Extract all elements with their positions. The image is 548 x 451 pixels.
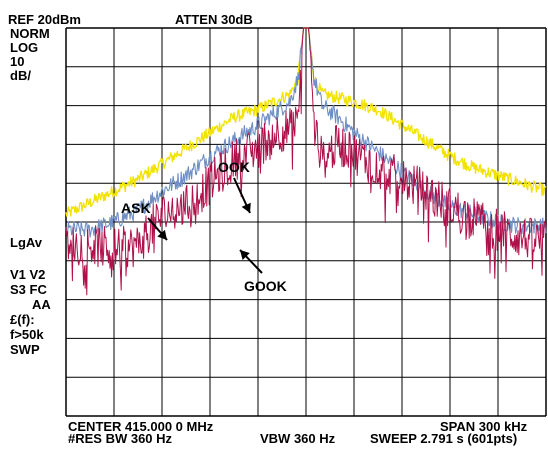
ask-annotation: ASK	[121, 200, 151, 216]
annotation-arrows	[147, 177, 263, 274]
ff-label: £(f):	[10, 312, 35, 327]
ook-annotation: OOK	[218, 159, 250, 175]
log-label: LOG	[10, 40, 39, 55]
span-label: SPAN 300 kHz	[440, 419, 528, 434]
ook-arrow-head	[241, 202, 251, 213]
gook-arrow-head	[240, 250, 250, 260]
s3fc-label: S3 FC	[10, 282, 47, 297]
ask-arrow-head	[157, 229, 167, 240]
f50k-label: f>50k	[10, 327, 44, 342]
norm-label: NORM	[10, 26, 50, 41]
aa-label: AA	[32, 297, 51, 312]
center-frequency-label: CENTER 415.000 0 MHz	[68, 419, 214, 434]
traces	[65, 27, 547, 296]
gook-annotation: GOOK	[244, 278, 287, 294]
annotations: ASK OOK GOOK	[121, 159, 287, 294]
scale-value-label: 10	[10, 54, 25, 69]
swp-label: SWP	[10, 342, 40, 357]
scale-unit-label: dB/	[10, 68, 31, 83]
attenuation-label: ATTEN 30dB	[175, 12, 253, 27]
ref-level-label: REF 20dBm	[8, 12, 81, 27]
vbw-label: VBW 360 Hz	[260, 431, 336, 446]
gook-trace	[65, 27, 547, 296]
grid	[65, 27, 547, 417]
sweep-label: SWEEP 2.791 s (601pts)	[370, 431, 518, 446]
res-bw-label: #RES BW 360 Hz	[68, 431, 173, 446]
v1v2-label: V1 V2	[10, 267, 46, 282]
lgav-label: LgAv	[10, 235, 43, 250]
